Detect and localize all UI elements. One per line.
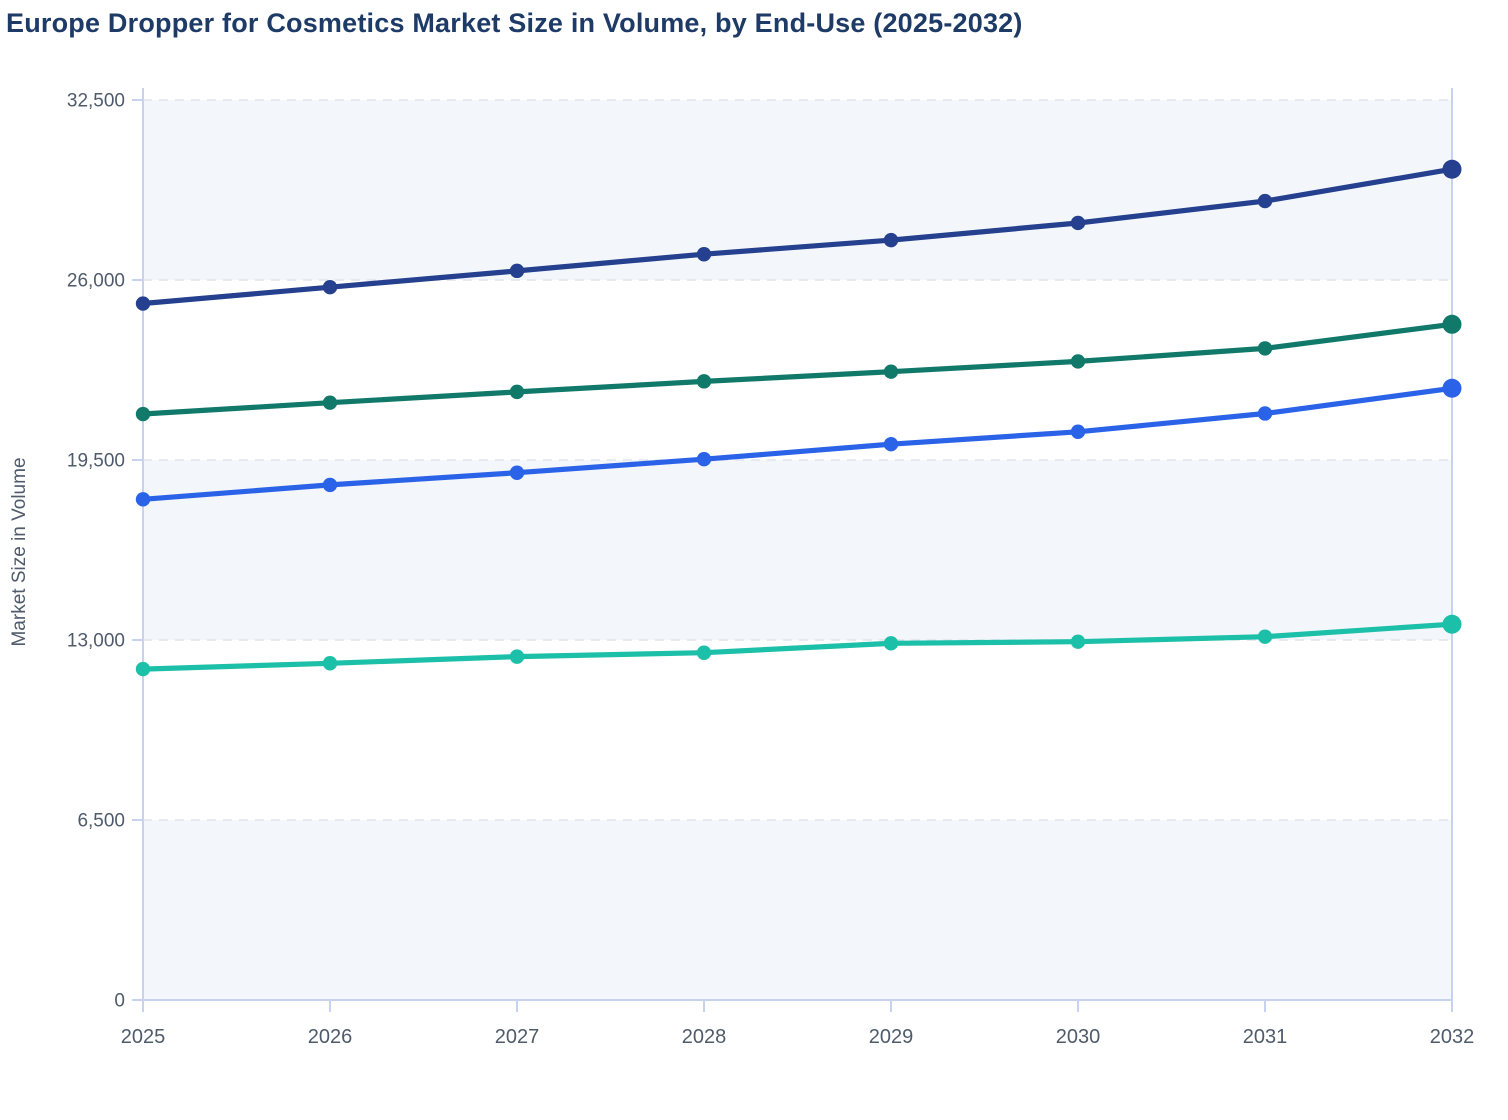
series-3-blue-point (1070, 424, 1086, 439)
y-tick-label: 19,500 (67, 451, 125, 472)
series-2-green-point (1070, 354, 1086, 369)
y-tick-label: 13,000 (67, 631, 125, 652)
series-4-teal-point (696, 645, 712, 660)
plot-band (143, 100, 1452, 280)
y-tick-label: 0 (114, 991, 125, 1012)
y-tick-label: 6,500 (77, 811, 125, 832)
x-tick-label: 2031 (1243, 1026, 1288, 1048)
series-4-teal-point (1257, 629, 1273, 644)
series-2-green-line (140, 321, 1455, 417)
series-1-navy-point (322, 280, 338, 295)
series-3-blue-point (322, 477, 338, 493)
series-3-blue-line (140, 385, 1455, 502)
series-2-green-point (1442, 314, 1462, 334)
series-2-green-point (883, 364, 899, 379)
series-3-blue-point (509, 465, 525, 480)
x-tick-label: 2029 (869, 1026, 914, 1048)
series-4-teal-point (509, 649, 525, 664)
series-4-teal-point (1070, 634, 1086, 649)
x-tick-label: 2027 (495, 1026, 540, 1048)
series-1-navy-point (135, 296, 151, 311)
series-2-green-point (135, 406, 151, 422)
y-tick-label: 26,000 (67, 271, 125, 292)
series-4-teal-point (883, 636, 899, 651)
series-4-teal-line (140, 621, 1455, 672)
series-3-blue-point (1442, 378, 1462, 398)
chart-title: Europe Dropper for Cosmetics Market Size… (6, 8, 1023, 38)
series-1-navy-point (696, 247, 712, 262)
series-1-navy-point (1070, 215, 1086, 231)
series-1-navy-point (1442, 159, 1462, 179)
series-1-navy-point (883, 232, 899, 248)
series-2-green-point (1257, 341, 1273, 356)
series-4-teal-point (1442, 614, 1462, 634)
x-tick-label: 2026 (308, 1026, 353, 1048)
series-4-teal-point (322, 656, 338, 671)
series-1-navy-point (1257, 193, 1273, 209)
y-tick-label: 32,500 (67, 91, 125, 112)
plot-band (143, 460, 1452, 640)
series-2-green-point (696, 374, 712, 389)
series-4-teal-point (135, 661, 151, 677)
series-2-green-point (509, 384, 525, 400)
series-3-blue-point (135, 492, 151, 507)
x-tick-label: 2025 (121, 1026, 166, 1048)
series-3-blue-point (696, 451, 712, 467)
series-1-navy-line (140, 166, 1455, 307)
series-1-navy-point (509, 263, 525, 279)
x-tick-label: 2030 (1056, 1026, 1101, 1048)
series-3-blue-point (883, 437, 899, 452)
series-2-green-point (322, 395, 338, 410)
x-tick-label: 2032 (1430, 1026, 1475, 1048)
x-tick-label: 2028 (682, 1026, 727, 1048)
series-3-blue-point (1257, 406, 1273, 421)
plot-band (143, 820, 1452, 1000)
